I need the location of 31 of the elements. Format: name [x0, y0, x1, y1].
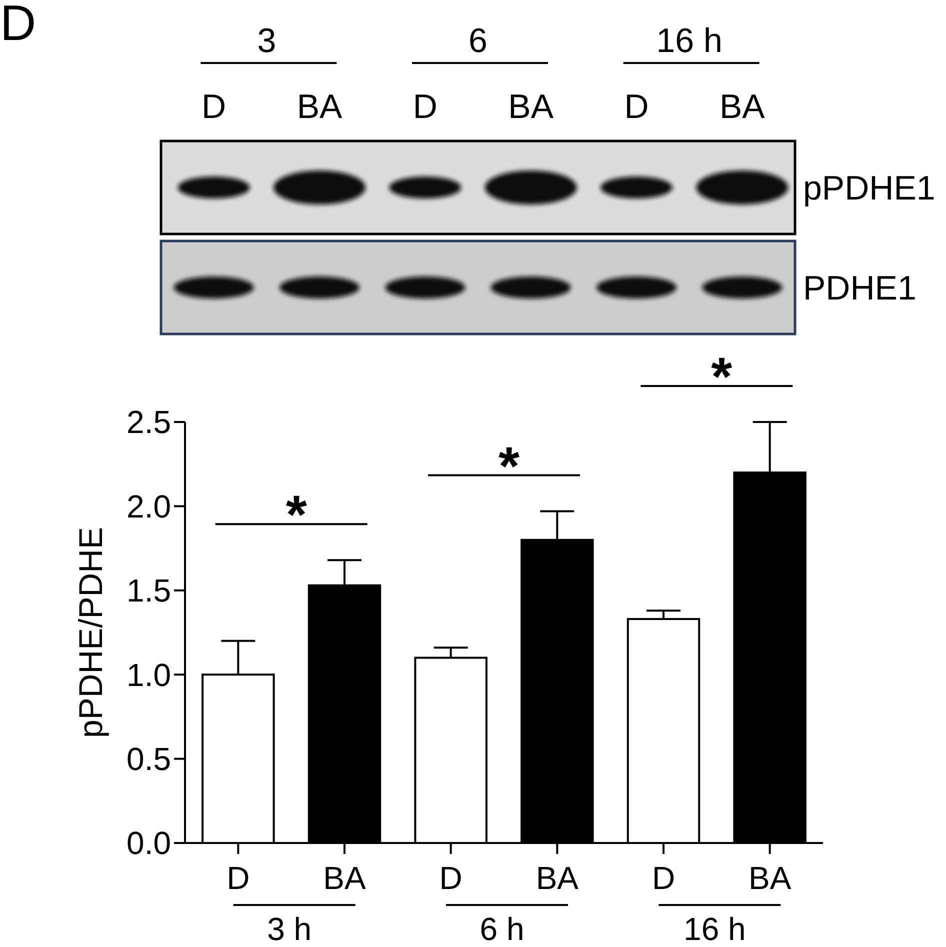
text: D	[439, 860, 462, 896]
y-tick-label: 2.5	[126, 404, 171, 440]
text: BA	[536, 860, 579, 896]
category-label: D	[202, 88, 226, 126]
category-label: BA	[508, 88, 554, 126]
category-label: PDHE1	[803, 270, 916, 308]
text: D	[652, 860, 676, 896]
category-label: BA	[719, 88, 766, 126]
legend-label: D	[226, 860, 250, 896]
x-tick-label: 16 h	[684, 911, 746, 947]
y-tick-label: 1.5	[126, 572, 171, 609]
x-tick-label: 6 h	[480, 911, 524, 947]
text: *	[711, 347, 732, 407]
y-tick-label: 2.0	[126, 488, 171, 524]
y-tick-label: 0.0	[126, 825, 171, 862]
category-label: D	[624, 88, 649, 126]
category-label: BA	[296, 88, 342, 126]
text: 3	[257, 22, 276, 60]
y-tick-label: 0.5	[126, 741, 171, 777]
legend-label: BA	[323, 860, 366, 896]
y-tick-label: 1.0	[126, 656, 171, 693]
text: BA	[748, 860, 792, 896]
x-tick-label: 3 h	[267, 911, 312, 947]
category-label: D	[412, 88, 438, 126]
annotation: *	[286, 485, 307, 546]
text: D	[0, 0, 36, 51]
text: 6	[468, 22, 488, 60]
text: 16 h	[656, 22, 722, 60]
annotation: *	[498, 436, 520, 496]
category-label: pPDHE1	[803, 170, 936, 208]
y-axis-title: pPDHE/PDHE	[72, 527, 109, 738]
